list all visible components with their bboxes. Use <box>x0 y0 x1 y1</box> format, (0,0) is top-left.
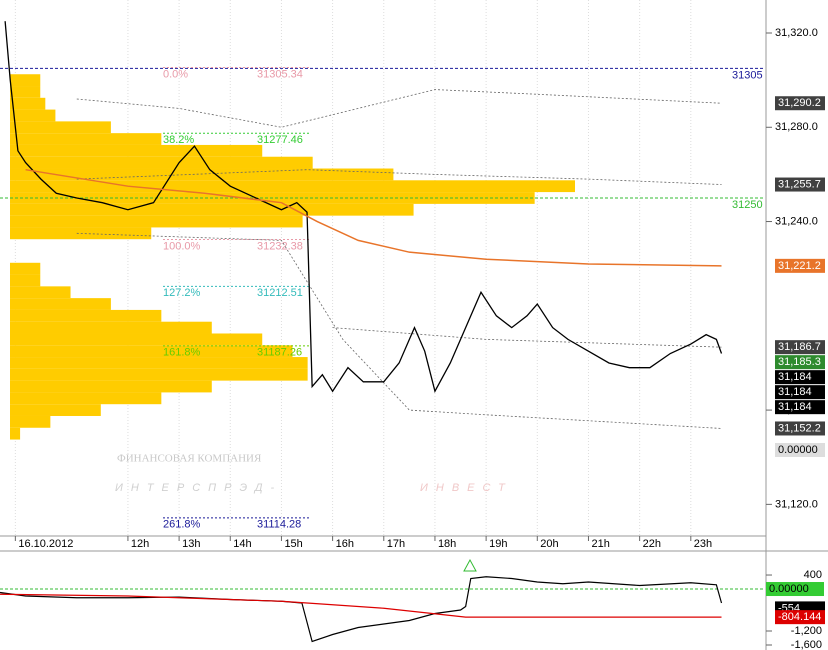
profile-bar <box>10 298 111 310</box>
price-tag <box>775 400 825 415</box>
watermark: ИНТЕРСПРЭД- <box>115 482 282 494</box>
x-tick-label: 13h <box>182 538 200 550</box>
y-tick-label: 400 <box>804 569 822 581</box>
price-tag-label: 31,186.7 <box>778 341 821 353</box>
price-tag-label: 31,221.2 <box>778 260 821 272</box>
profile-bar <box>10 274 41 287</box>
price-tag-label: 31,184 <box>778 401 812 413</box>
x-tick-label: 16h <box>336 538 354 550</box>
fib-price: 31277.46 <box>257 134 303 146</box>
profile-bar <box>10 415 51 428</box>
price-tag-label: 31,184 <box>778 386 812 398</box>
zero-tag <box>766 582 824 597</box>
profile-bar <box>10 262 41 275</box>
y-tick-label: 31,240.0 <box>775 215 818 227</box>
profile-bar <box>10 345 293 358</box>
x-tick-label: 23h <box>694 538 712 550</box>
fib-price: 31187.26 <box>257 347 302 359</box>
x-tick-label: 16.10.2012 <box>18 538 73 550</box>
x-tick-label: 18h <box>438 538 456 550</box>
profile-bar <box>10 392 162 405</box>
profile-bar <box>10 121 111 134</box>
price-tag <box>775 96 825 111</box>
price-tag <box>775 340 825 355</box>
y-tick-label: 31,320.0 <box>775 27 818 39</box>
x-tick-label: 19h <box>489 538 507 550</box>
fib-percent: 127.2% <box>163 287 201 299</box>
signal-triangle <box>463 558 477 572</box>
fib-price: 31232.38 <box>257 240 303 252</box>
fib-percent: 161.8% <box>163 347 201 359</box>
price-line <box>4 21 723 393</box>
extra-tag <box>775 443 825 457</box>
price-tag <box>775 421 825 436</box>
profile-bar <box>10 368 308 381</box>
indicator-line <box>0 593 722 618</box>
zero-tag-label: 0.00000 <box>769 583 809 595</box>
watermark: ФИНАНСОВАЯ КОМПАНИЯ <box>117 453 262 465</box>
watermark: ИНВЕСТ <box>420 482 513 494</box>
x-tick-label: 22h <box>643 538 661 550</box>
profile-bar <box>10 309 162 322</box>
band-line <box>76 169 722 185</box>
price-tag-label: 31,185.3 <box>778 356 821 368</box>
x-tick-label: 14h <box>233 538 251 550</box>
band-line <box>332 327 722 348</box>
profile-bar <box>10 156 313 169</box>
profile-bar <box>10 133 162 145</box>
profile-bar <box>10 109 56 122</box>
indicator-tag <box>775 610 825 625</box>
fib-percent: 0.0% <box>163 68 188 80</box>
level-label: 31305 <box>732 69 763 81</box>
price-tag-label: 31,290.2 <box>778 97 821 109</box>
y-tick-label: 31,280.0 <box>775 121 818 133</box>
profile-bar <box>10 286 71 299</box>
band-line <box>76 232 722 429</box>
profile-bar <box>10 333 263 346</box>
extra-tag-label: 0.00000 <box>778 444 818 456</box>
profile-bar <box>10 86 41 98</box>
price-tag <box>775 177 825 192</box>
profile-bar <box>10 74 41 87</box>
profile-bar <box>10 427 21 440</box>
price-tag <box>775 355 825 370</box>
band-line <box>76 89 722 128</box>
price-tag-label: 31,255.7 <box>778 178 821 190</box>
profile-bar <box>10 321 212 334</box>
price-tag-label: 31,184 <box>778 371 812 383</box>
y-tick-label: 31,120.0 <box>775 498 818 510</box>
indicator-tag-label: -804.144 <box>778 611 821 623</box>
profile-bar <box>10 215 303 228</box>
price-tag-label: 31,152.2 <box>778 422 821 434</box>
profile-bar <box>10 144 263 157</box>
x-tick-label: 15h <box>284 538 302 550</box>
profile-bar <box>10 227 152 240</box>
price-tag <box>775 258 825 273</box>
price-tag <box>775 385 825 400</box>
price-tag <box>775 370 825 385</box>
x-tick-label: 12h <box>131 538 149 550</box>
profile-bar <box>10 404 101 416</box>
fib-percent: 38.2% <box>163 134 194 146</box>
fib-percent: 261.8% <box>163 519 201 531</box>
profile-bar <box>10 180 575 193</box>
profile-bar <box>10 168 394 181</box>
y-tick-label: -1,600 <box>791 639 822 650</box>
profile-bar <box>10 97 46 110</box>
x-tick-label: 21h <box>591 538 609 550</box>
y-tick-label: -1,200 <box>791 625 822 637</box>
profile-bar <box>10 357 308 369</box>
profile-bar <box>10 203 414 216</box>
fib-percent: 100.0% <box>163 240 201 252</box>
x-tick-label: 20h <box>540 538 558 550</box>
level-label: 31250 <box>732 199 763 211</box>
fib-price: 31114.28 <box>257 519 301 531</box>
profile-bar <box>10 380 212 393</box>
fib-price: 31305.34 <box>257 68 303 80</box>
fib-price: 31212.51 <box>257 287 303 299</box>
price-line <box>25 168 722 267</box>
x-tick-label: 17h <box>387 538 405 550</box>
